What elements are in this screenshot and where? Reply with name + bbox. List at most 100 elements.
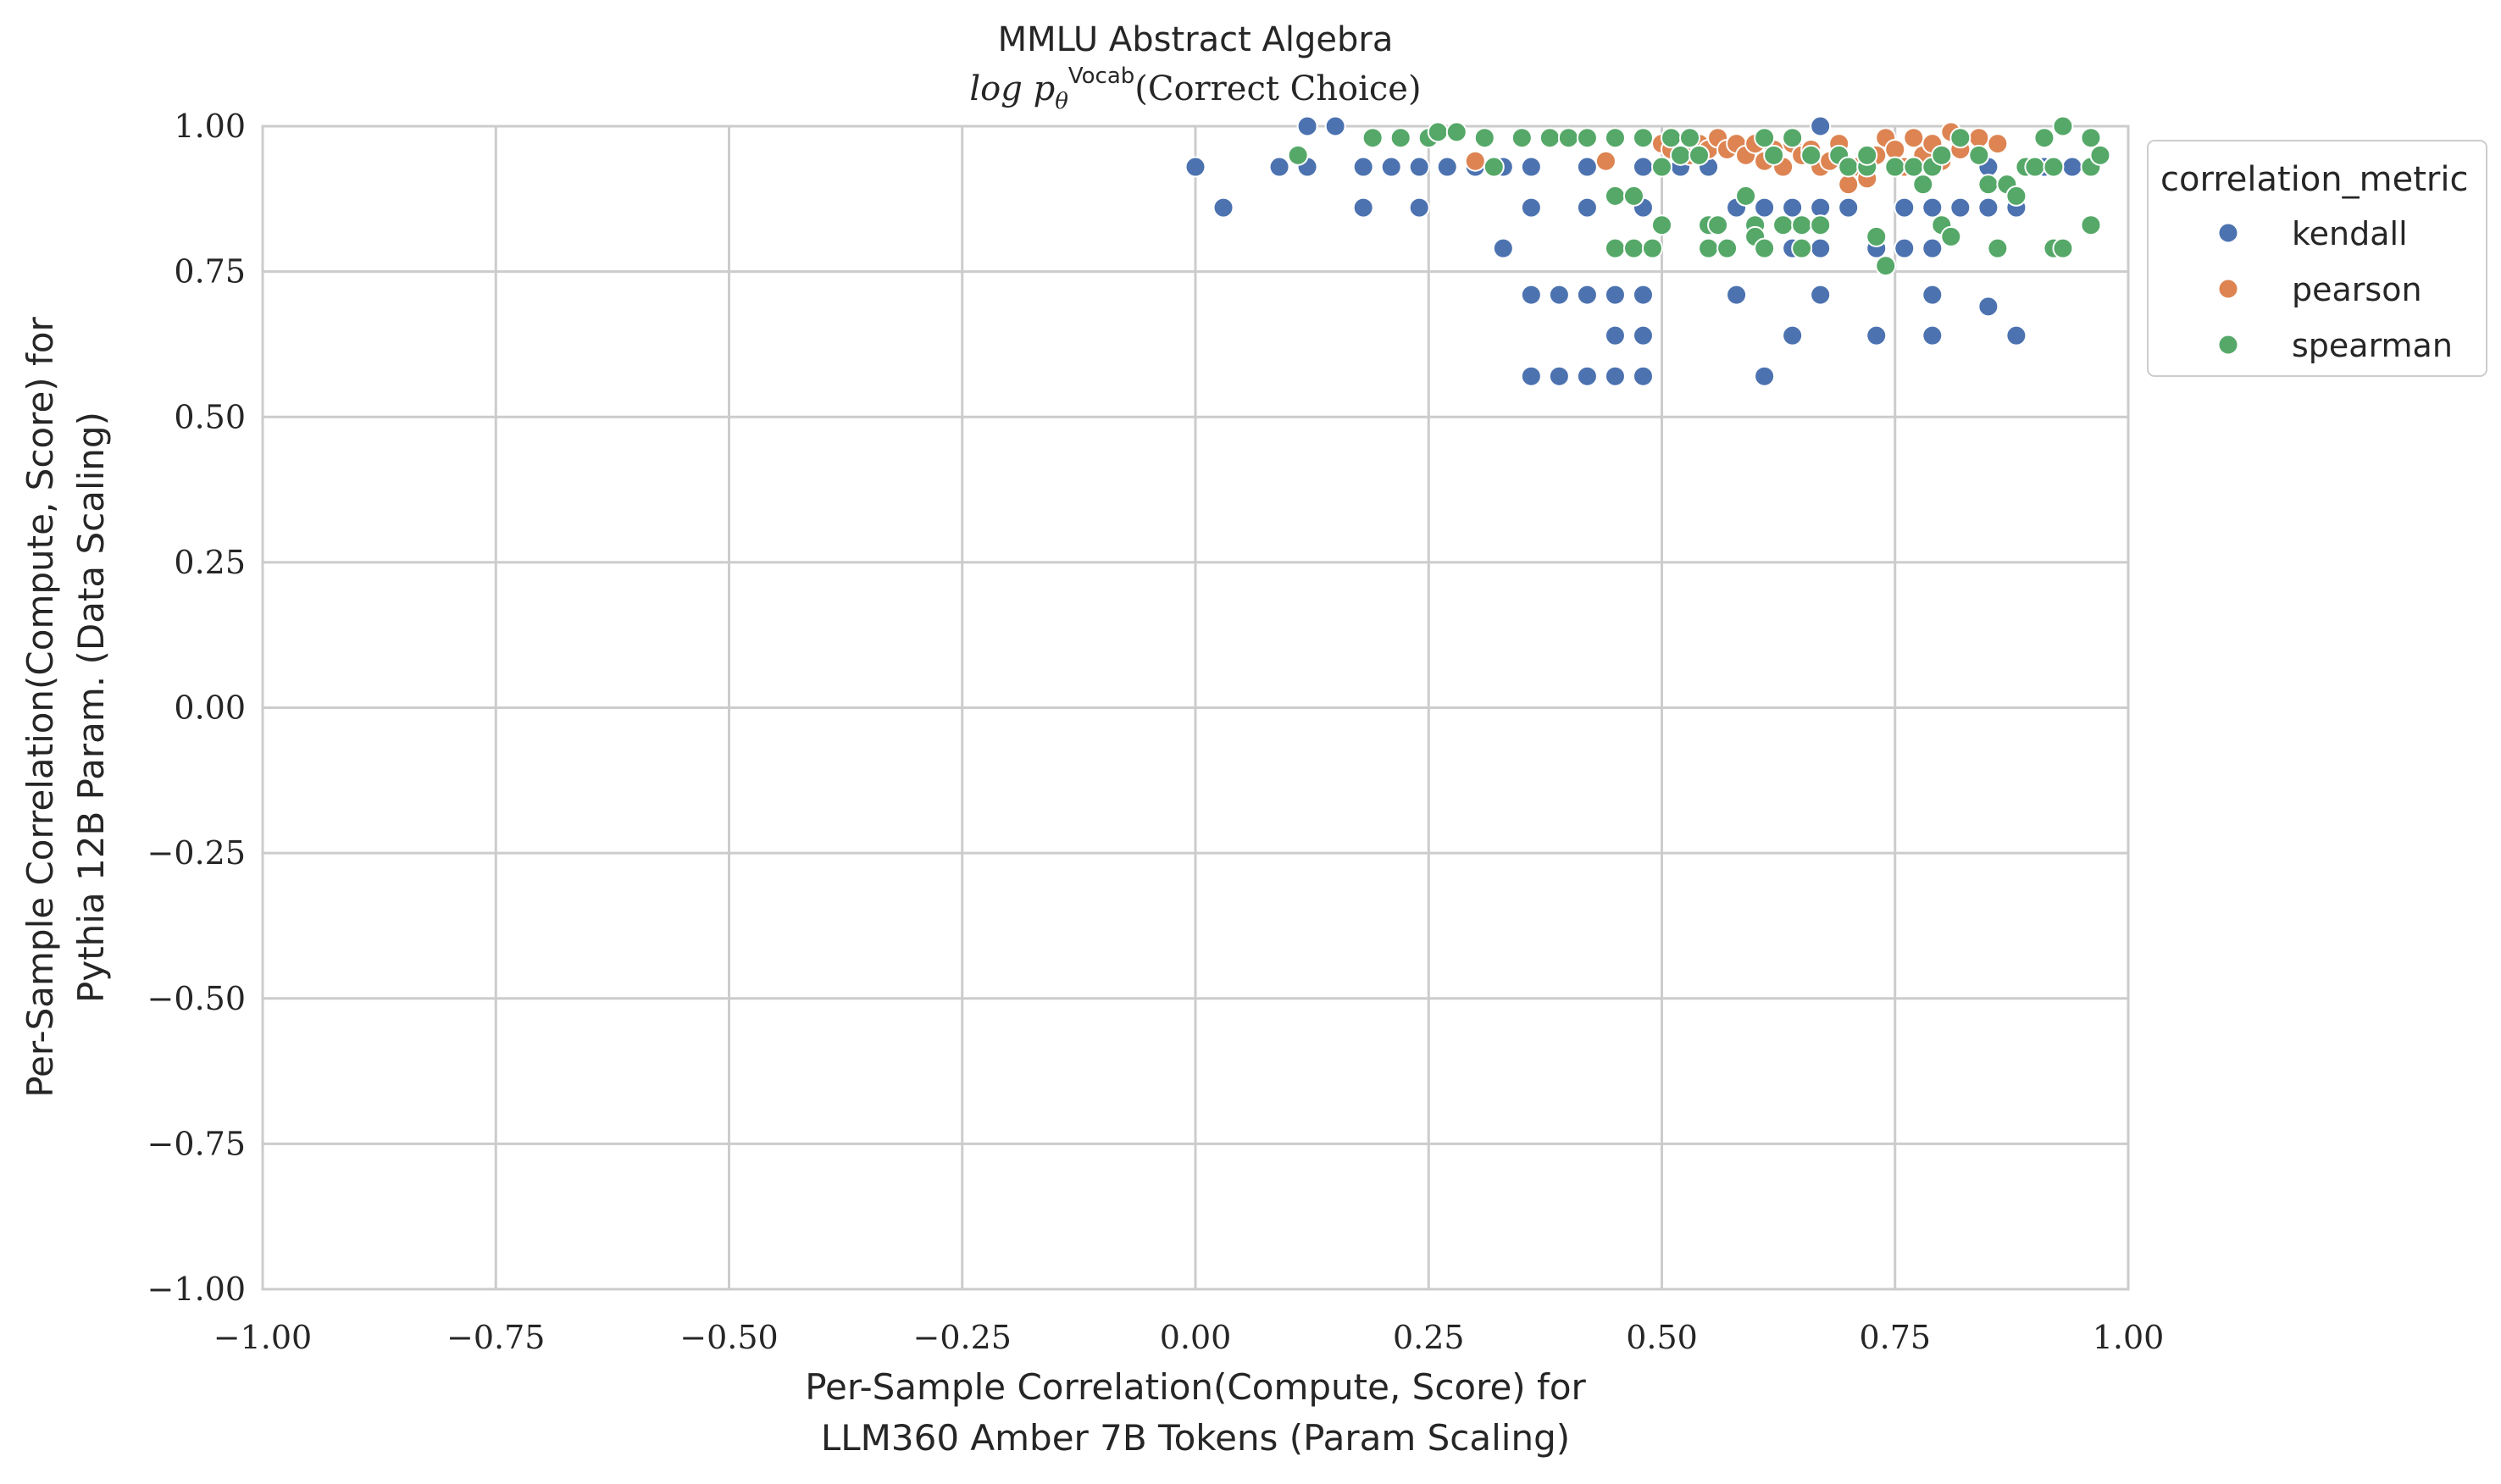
kendall-point bbox=[1632, 324, 1654, 346]
spearman-point bbox=[1389, 127, 1411, 149]
kendall-point bbox=[1894, 237, 1916, 259]
kendall-point bbox=[1520, 156, 1542, 178]
x-tick-label: 0.25 bbox=[1393, 1319, 1465, 1356]
spearman-point bbox=[1604, 237, 1626, 259]
pearson-point bbox=[1838, 174, 1860, 196]
legend-box bbox=[2147, 140, 2487, 377]
spearman-point bbox=[1361, 127, 1384, 149]
y-tick-label: −0.50 bbox=[147, 980, 246, 1017]
y-tick-label: 0.25 bbox=[174, 544, 246, 581]
spearman-point bbox=[1539, 127, 1561, 149]
kendall-point bbox=[1894, 197, 1916, 219]
kendall-point bbox=[1632, 156, 1654, 178]
kendall-point bbox=[1754, 197, 1776, 219]
x-tick-label: −0.50 bbox=[679, 1319, 778, 1356]
kendall-point bbox=[1548, 365, 1570, 387]
spearman-point bbox=[1689, 144, 1711, 166]
spearman-point bbox=[1884, 156, 1906, 178]
spearman-point bbox=[1977, 174, 1999, 196]
pearson-point bbox=[1987, 133, 2009, 155]
kendall-point bbox=[1922, 324, 1944, 346]
spearman-point bbox=[1557, 127, 1579, 149]
spearman-point bbox=[1651, 156, 1672, 178]
kendall-point bbox=[1977, 197, 1999, 219]
spearman-point bbox=[1698, 237, 1720, 259]
legend-entry-spearman: spearman bbox=[2217, 327, 2453, 364]
kendall-point bbox=[1604, 284, 1626, 306]
kendall-point bbox=[1436, 156, 1458, 178]
kendall-point bbox=[1922, 284, 1944, 306]
spearman-point bbox=[1632, 127, 1654, 149]
spearman-point bbox=[1791, 214, 1813, 236]
kendall-point bbox=[1810, 197, 1832, 219]
x-tick-label: −1.00 bbox=[214, 1319, 312, 1356]
kendall-point bbox=[1922, 197, 1944, 219]
chart-title: MMLU Abstract Algebra bbox=[998, 20, 1394, 59]
subtitle-superscript: Vocab bbox=[1068, 64, 1134, 89]
legend-marker-kendall bbox=[2217, 222, 2239, 244]
spearman-point bbox=[2024, 156, 2046, 178]
kendall-point bbox=[1408, 156, 1430, 178]
spearman-point bbox=[2089, 144, 2111, 166]
legend-label-pearson: pearson bbox=[2292, 271, 2422, 308]
kendall-point bbox=[2005, 324, 2027, 346]
legend-entries: kendall pearson spearman bbox=[2217, 215, 2453, 364]
kendall-point bbox=[1922, 237, 1944, 259]
pearson-point bbox=[1968, 127, 1990, 149]
spearman-point bbox=[1679, 127, 1701, 149]
x-tick-label: 0.00 bbox=[1160, 1319, 1232, 1356]
spearman-point bbox=[1716, 237, 1738, 259]
kendall-point bbox=[1949, 197, 1971, 219]
spearman-point bbox=[1427, 121, 1449, 143]
y-tick-label: −0.25 bbox=[147, 834, 246, 872]
spearman-point bbox=[1866, 225, 1888, 247]
x-tick-label: 1.00 bbox=[2093, 1319, 2165, 1356]
spearman-point bbox=[1576, 127, 1598, 149]
y-axis-label-line-1: Per-Sample Correlation(Compute, Score) f… bbox=[19, 316, 61, 1097]
x-tick-label: −0.75 bbox=[446, 1319, 545, 1356]
x-tick-label: 0.75 bbox=[1859, 1319, 1931, 1356]
spearman-point bbox=[1511, 127, 1533, 149]
y-tick-label: 0.00 bbox=[174, 689, 246, 727]
legend-marker-spearman bbox=[2217, 334, 2239, 356]
spearman-point bbox=[1838, 156, 1860, 178]
kendall-point bbox=[1576, 284, 1598, 306]
spearman-point bbox=[1604, 127, 1626, 149]
kendall-point bbox=[1632, 365, 1654, 387]
spearman-point bbox=[2080, 214, 2102, 236]
legend-title: correlation_metric bbox=[2160, 160, 2468, 199]
spearman-point bbox=[1931, 144, 1953, 166]
x-tick-labels: −1.00 −0.75 −0.50 −0.25 0.00 0.25 0.50 0.75 1.00 bbox=[214, 1319, 2165, 1356]
spearman-point bbox=[2005, 185, 2027, 207]
spearman-point bbox=[1856, 144, 1878, 166]
spearman-point bbox=[1949, 127, 1971, 149]
spearman-point bbox=[1651, 214, 1672, 236]
y-tick-label: −0.75 bbox=[147, 1125, 246, 1162]
legend: correlation_metric kendall pearson spearma… bbox=[2147, 140, 2487, 377]
legend-entry-kendall: kendall bbox=[2217, 215, 2408, 252]
kendall-point bbox=[1754, 365, 1776, 387]
kendall-point bbox=[1810, 284, 1832, 306]
kendall-point bbox=[1838, 197, 1860, 219]
kendall-point bbox=[1604, 365, 1626, 387]
spearman-point bbox=[1641, 237, 1663, 259]
pearson-point bbox=[1464, 150, 1486, 172]
legend-label-kendall: kendall bbox=[2292, 215, 2408, 252]
kendall-point bbox=[1352, 156, 1374, 178]
kendall-point bbox=[1782, 324, 1804, 346]
kendall-point bbox=[1810, 237, 1832, 259]
spearman-point bbox=[1782, 127, 1804, 149]
x-axis-label-line-2: LLM360 Amber 7B Tokens (Param Scaling) bbox=[821, 1417, 1570, 1459]
spearman-point bbox=[1670, 144, 1692, 166]
spearman-point bbox=[2052, 237, 2074, 259]
series-spearman bbox=[1287, 115, 2111, 277]
spearman-point bbox=[1940, 225, 1962, 247]
kendall-point bbox=[1520, 197, 1542, 219]
kendall-point bbox=[1810, 115, 1832, 137]
legend-label-spearman: spearman bbox=[2292, 327, 2453, 364]
kendall-point bbox=[1184, 156, 1206, 178]
spearman-point bbox=[1483, 156, 1505, 178]
pearson-point bbox=[1594, 150, 1616, 172]
kendall-point bbox=[1380, 156, 1402, 178]
